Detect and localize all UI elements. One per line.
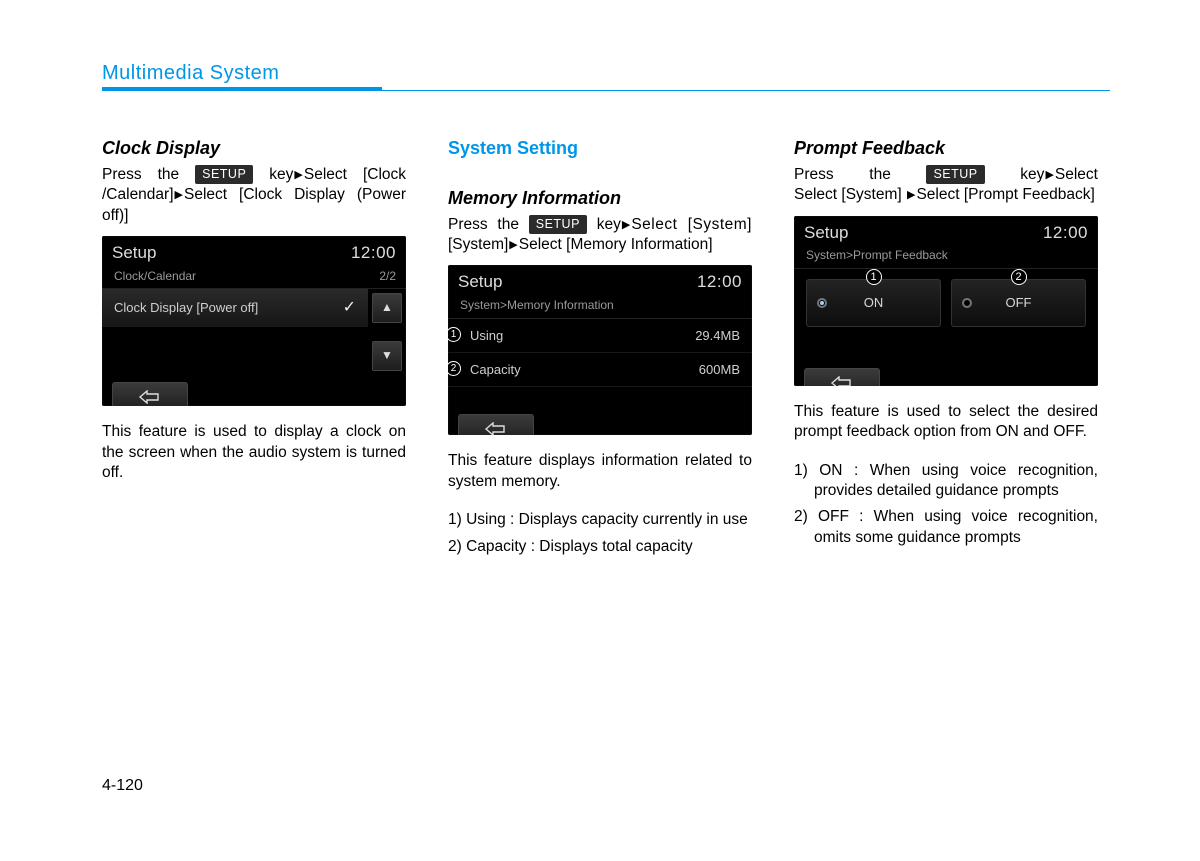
list-item-2: 2) Capacity : Displays total capacity <box>448 537 752 557</box>
memory-row-capacity: 2 Capacity 600MB <box>448 353 752 387</box>
triangle-icon: ▶ <box>1045 168 1053 183</box>
back-button[interactable] <box>112 382 188 406</box>
page-number: 4-120 <box>102 777 1110 795</box>
memory-row-using: 1 Using 29.4MB <box>448 319 752 353</box>
text: Select <box>1055 166 1098 183</box>
ss-title: Setup <box>112 242 156 264</box>
callout-number-2: 2 <box>448 361 461 376</box>
list-item-2: 2) OFF : When using voice recognition, o… <box>794 507 1098 548</box>
option-label: OFF <box>1006 294 1032 311</box>
text: key <box>587 216 621 233</box>
section-title: Multimedia System <box>102 62 1110 85</box>
caption-memory: This feature displays information relate… <box>448 451 752 492</box>
callout-number-1: 1 <box>448 327 461 342</box>
column-clock-display: Clock Display Press the SETUP key▶Select… <box>102 137 406 557</box>
scroll-up-button[interactable]: ▲ <box>372 293 402 323</box>
heading-memory-info: Memory Information <box>448 187 752 211</box>
text: key <box>985 166 1045 183</box>
radio-icon <box>962 298 972 308</box>
triangle-icon: ▶ <box>175 188 183 203</box>
ss-title: Setup <box>458 271 502 293</box>
menu-item-label: Clock Display [Power off] <box>114 299 258 316</box>
heading-prompt-feedback: Prompt Feedback <box>794 137 1098 161</box>
scrollbar: ▲ ▼ <box>372 289 402 375</box>
ss-page-indicator: 2/2 <box>379 269 396 285</box>
instruction-prompt: Press the SETUP key▶Select Select [Syste… <box>794 165 1098 206</box>
screenshot-memory-info: Setup 12:00 System>Memory Information 1 … <box>448 265 752 435</box>
triangle-icon: ▶ <box>294 168 302 183</box>
callout-number-1: 1 <box>866 269 882 285</box>
ss-breadcrumb: System>Prompt Feedback <box>794 248 1098 269</box>
text: [System] <box>448 236 508 253</box>
scroll-down-button[interactable]: ▼ <box>372 341 402 371</box>
header-rule <box>102 87 1110 91</box>
ss-clock: 12:00 <box>351 242 396 264</box>
radio-icon <box>817 298 827 308</box>
setup-key-pill: SETUP <box>529 215 587 235</box>
list-item-1: 1) Using : Displays capacity currently i… <box>448 510 752 530</box>
text: Press the <box>448 216 529 233</box>
column-system-setting: System Setting Memory Information Press … <box>448 137 752 557</box>
ss-clock: 12:00 <box>1043 222 1088 244</box>
caption-clock: This feature is used to display a clock … <box>102 422 406 483</box>
option-on[interactable]: 1 ON <box>806 279 941 327</box>
ss-clock: 12:00 <box>697 271 742 293</box>
back-icon <box>138 390 162 404</box>
text: Select [System] <box>631 216 752 233</box>
menu-item-clock-display[interactable]: Clock Display [Power off] ✓ <box>102 289 368 327</box>
triangle-icon: ▶ <box>907 188 915 203</box>
list-item-1: 1) ON : When using voice recognition, pr… <box>794 461 1098 502</box>
instruction-memory: Press the SETUP key▶Select [System] [Sys… <box>448 215 752 256</box>
row-value: 29.4MB <box>695 327 740 344</box>
row-value: 600MB <box>699 361 740 378</box>
column-prompt-feedback: Prompt Feedback Press the SETUP key▶Sele… <box>794 137 1098 557</box>
text: Press the <box>794 166 926 183</box>
row-label: Capacity <box>470 361 521 378</box>
ss-breadcrumb: Clock/Calendar <box>114 269 196 285</box>
ss-breadcrumb: System>Memory Information <box>448 298 752 319</box>
back-icon <box>484 422 508 436</box>
caption-prompt: This feature is used to select the desir… <box>794 402 1098 443</box>
setup-key-pill: SETUP <box>926 165 984 185</box>
option-off[interactable]: 2 OFF <box>951 279 1086 327</box>
check-icon: ✓ <box>343 297 356 318</box>
callout-number-2: 2 <box>1011 269 1027 285</box>
row-label: Using <box>470 327 503 344</box>
heading-clock-display: Clock Display <box>102 137 406 161</box>
triangle-icon: ▶ <box>622 218 630 233</box>
triangle-icon: ▶ <box>509 238 517 253</box>
back-icon <box>830 376 854 386</box>
text: Select [System] <box>794 186 906 203</box>
ss-title: Setup <box>804 222 848 244</box>
text: key <box>253 166 293 183</box>
back-button[interactable] <box>458 414 534 436</box>
setup-key-pill: SETUP <box>195 165 253 185</box>
screenshot-prompt-feedback: Setup 12:00 System>Prompt Feedback 1 ON … <box>794 216 1098 386</box>
option-label: ON <box>864 294 884 311</box>
text: Select [Memory Information] <box>519 236 713 253</box>
screenshot-clock-display: Setup 12:00 Clock/Calendar 2/2 Clock Dis… <box>102 236 406 406</box>
text: Select [Prompt Feedback] <box>916 186 1094 203</box>
heading-system-setting: System Setting <box>448 137 752 161</box>
text: Press the <box>102 166 195 183</box>
instruction-clock: Press the SETUP key▶Select [Clock /Calen… <box>102 165 406 226</box>
back-button[interactable] <box>804 368 880 386</box>
